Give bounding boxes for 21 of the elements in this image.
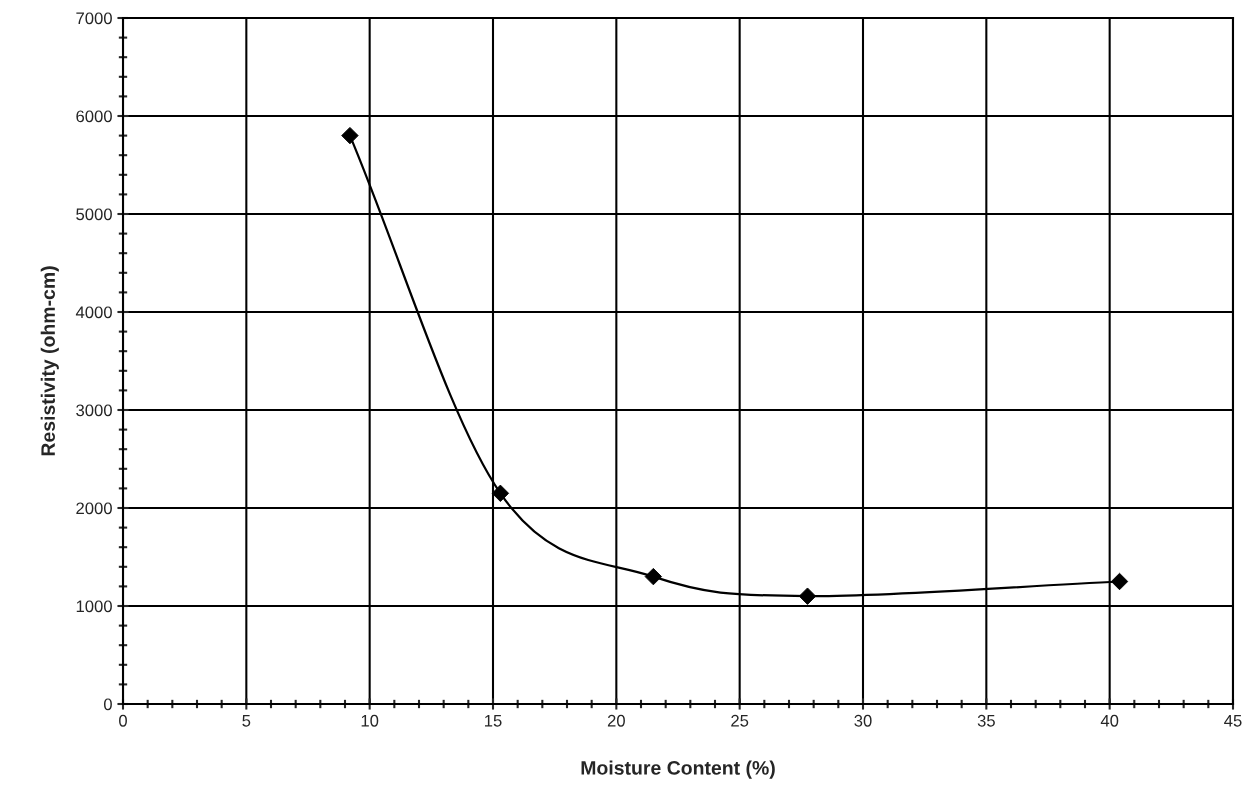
x-tick-label: 25	[731, 714, 749, 727]
x-tick-label: 45	[1224, 715, 1242, 727]
x-tick-label: 40	[1100, 714, 1119, 727]
x-tick-label: 0	[119, 714, 127, 727]
x-tick-label: 5	[242, 715, 251, 727]
x-tick-label: 35	[977, 714, 995, 727]
y-tick-label: 2000	[76, 502, 112, 515]
point	[1110, 572, 1129, 591]
y-tick-label: 1000	[76, 600, 112, 613]
x-tick-label: 20	[607, 714, 625, 727]
x-axis-title: Moisture Content (%)	[581, 760, 775, 779]
x-tick-label: 30	[854, 714, 872, 727]
y-tick-label: 3000	[76, 404, 112, 417]
y-axis-title: Resistivity (ohm-cm)	[40, 266, 59, 456]
y-tick-label: 0	[103, 698, 112, 711]
y-tick-label: 6000	[76, 110, 112, 123]
y-tick-label: 4000	[75, 306, 112, 319]
y-tick-label: 7000	[76, 12, 112, 25]
x-tick-label: 15	[485, 715, 502, 727]
x-tick-label: 10	[361, 714, 379, 727]
y-tick-label: 5000	[76, 208, 112, 221]
